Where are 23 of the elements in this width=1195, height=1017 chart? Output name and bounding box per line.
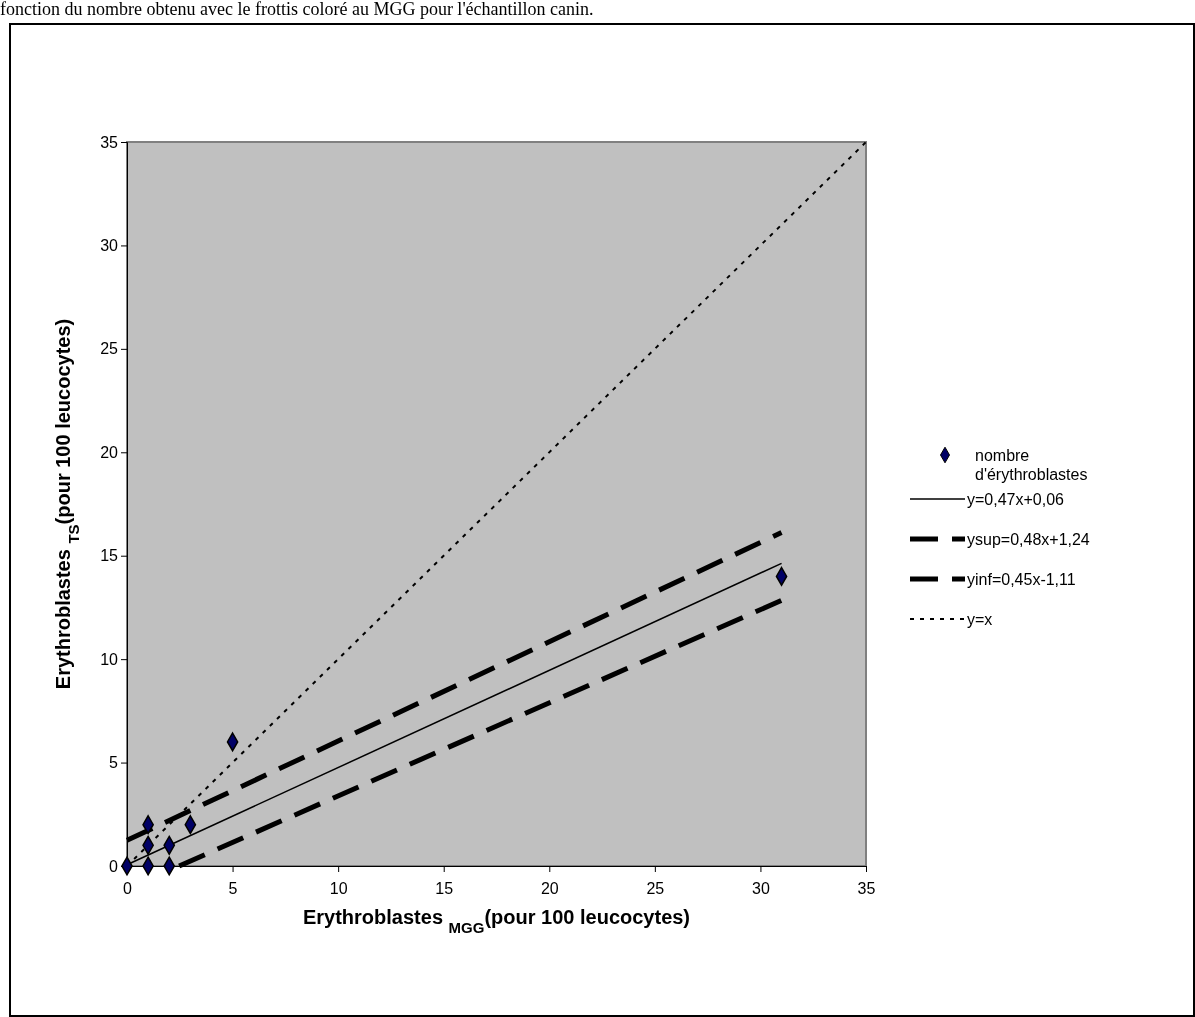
legend-label: y=0,47x+0,06 xyxy=(967,491,1065,508)
y-tick-label: 20 xyxy=(100,443,119,461)
x-tick-label: 10 xyxy=(329,880,348,898)
legend-label: nombre d'érythroblastes xyxy=(975,447,1088,484)
legend-label: ysup=0,48x+1,24 xyxy=(967,531,1090,548)
y-tick-label: 35 xyxy=(100,133,119,151)
x-tick-label: 0 xyxy=(123,880,133,898)
y-tick-label: 10 xyxy=(100,650,119,668)
x-tick-label: 20 xyxy=(540,880,559,898)
x-tick-label: 5 xyxy=(228,880,238,898)
x-tick-label: 30 xyxy=(752,880,770,898)
y-tick-label: 25 xyxy=(100,340,119,358)
x-tick-label: 15 xyxy=(435,880,454,898)
legend-label: yinf=0,45x-1,11 xyxy=(967,571,1076,588)
y-tick-label: 5 xyxy=(109,754,119,772)
x-tick-label: 35 xyxy=(857,880,876,898)
y-tick-label: 15 xyxy=(100,547,119,565)
y-tick-label: 30 xyxy=(100,237,119,255)
x-axis-title: Erythroblastes $_{MGG}$(pour 100 leucocytes) xyxy=(302,906,691,936)
text: fonction du nombre obtenu avec le frottis coloré au MGG pour l'échantillon canin. xyxy=(0,0,594,19)
x-tick-label: 25 xyxy=(646,880,665,898)
y-tick-label: 0 xyxy=(109,857,119,875)
legend-label: y=x xyxy=(967,611,993,628)
